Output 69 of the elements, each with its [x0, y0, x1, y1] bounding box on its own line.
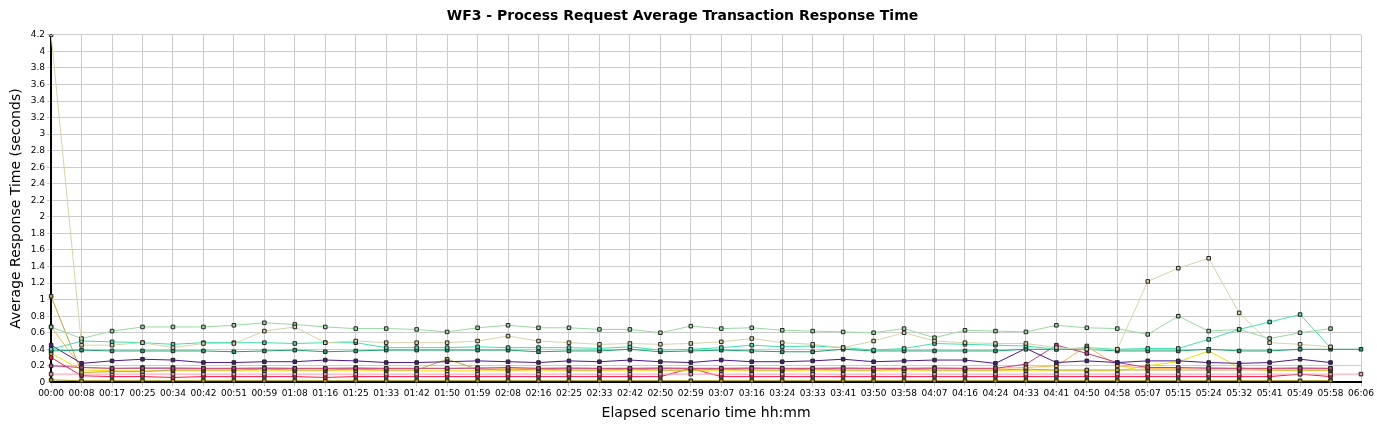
x-tick-label: 05:32 — [1226, 388, 1253, 399]
x-tick-label: 01:33 — [373, 388, 400, 399]
x-tick-label: 04:50 — [1073, 388, 1101, 399]
x-tick-label: 02:33 — [586, 388, 613, 399]
x-tick-label: 05:24 — [1195, 388, 1222, 399]
x-tick-label: 03:33 — [799, 388, 826, 399]
chart-title: WF3 - Process Request Average Transaction Response Time — [446, 7, 919, 24]
y-tick-label: 0.8 — [30, 310, 46, 321]
x-tick-label: 00:51 — [220, 388, 247, 399]
y-tick-label: 3.4 — [30, 95, 46, 106]
x-tick-label: 00:00 — [38, 388, 65, 399]
x-tick-label: 05:49 — [1287, 388, 1314, 399]
x-tick-label: 00:17 — [99, 388, 126, 399]
y-tick-label: 0.4 — [30, 343, 46, 354]
y-tick-label: 2.2 — [30, 194, 46, 205]
x-tick-label: 03:24 — [769, 388, 796, 399]
x-tick-label: 01:50 — [434, 388, 461, 399]
x-tick-label: 02:08 — [495, 388, 522, 399]
x-tick-label: 01:16 — [312, 388, 339, 399]
y-tick-label: 0.6 — [30, 327, 46, 338]
x-tick-label: 03:07 — [708, 388, 735, 399]
y-axis-title: Average Response Time (seconds) — [7, 88, 24, 329]
y-tick-label: 2.4 — [30, 178, 46, 189]
x-tick-label: 03:41 — [830, 388, 857, 399]
x-tick-label: 00:59 — [251, 388, 278, 399]
x-tick-label: 01:59 — [464, 388, 491, 399]
y-tick-label: 2 — [39, 211, 46, 222]
y-tick-label: 3.8 — [30, 62, 46, 73]
y-tick-label: 2.6 — [30, 161, 46, 172]
y-tick-label: 0 — [39, 376, 46, 387]
x-tick-label: 00:34 — [159, 388, 187, 399]
y-tick-label: 4 — [39, 45, 46, 56]
x-tick-label: 06:06 — [1348, 388, 1375, 399]
x-tick-label: 03:58 — [891, 388, 918, 399]
x-tick-label: 04:33 — [1012, 388, 1039, 399]
x-tick-label: 00:42 — [190, 388, 217, 399]
x-tick-label: 05:58 — [1317, 388, 1344, 399]
y-tick-label: 1.6 — [30, 244, 46, 255]
x-tick-label: 04:24 — [982, 388, 1009, 399]
y-tick-label: 1 — [39, 293, 46, 304]
x-tick-label: 01:42 — [403, 388, 430, 399]
x-tick-label: 00:25 — [129, 388, 156, 399]
y-tick-label: 4.2 — [30, 29, 46, 40]
x-tick-label: 02:50 — [647, 388, 674, 399]
y-tick-label: 3.2 — [30, 111, 46, 122]
y-tick-label: 1.2 — [30, 277, 46, 288]
x-tick-label: 05:15 — [1165, 388, 1192, 399]
y-tick-label: 3 — [39, 128, 46, 139]
x-tick-label: 04:16 — [952, 388, 979, 399]
x-tick-label: 01:08 — [281, 388, 309, 399]
y-tick-label: 1.8 — [30, 227, 46, 238]
x-tick-label: 05:07 — [1134, 388, 1161, 399]
x-tick-label: 03:50 — [860, 388, 887, 399]
x-tick-label: 04:58 — [1104, 388, 1131, 399]
x-tick-label: 03:16 — [738, 388, 765, 399]
x-tick-label: 00:08 — [68, 388, 95, 399]
y-tick-label: 2.8 — [30, 145, 46, 156]
x-tick-label: 02:16 — [525, 388, 552, 399]
x-tick-label: 02:59 — [677, 388, 705, 399]
x-tick-label: 04:07 — [921, 388, 948, 399]
x-tick-label: 01:25 — [342, 388, 369, 399]
x-tick-label: 05:41 — [1256, 388, 1283, 399]
y-tick-label: 3.6 — [30, 78, 46, 89]
x-tick-label: 04:41 — [1043, 388, 1070, 399]
x-tick-label: 02:42 — [616, 388, 643, 399]
y-tick-label: 1.4 — [30, 260, 46, 271]
x-axis-title: Elapsed scenario time hh:mm — [601, 404, 811, 421]
y-tick-label: 0.2 — [30, 360, 46, 371]
x-tick-label: 02:25 — [556, 388, 582, 399]
